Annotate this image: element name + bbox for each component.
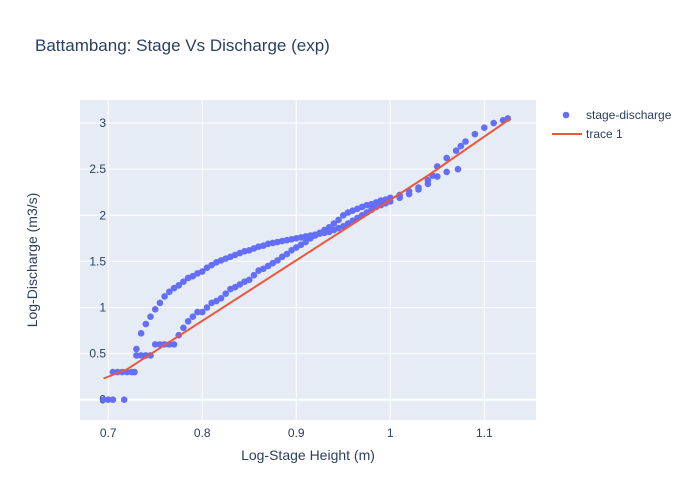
y-axis-title: Log-Discharge (m3/s) bbox=[24, 193, 40, 328]
x-tick-label: 0.9 bbox=[288, 426, 305, 440]
data-point bbox=[194, 308, 201, 316]
data-point bbox=[405, 190, 413, 198]
data-point bbox=[424, 180, 432, 188]
data-point bbox=[443, 154, 450, 162]
y-tick-label: 3 bbox=[99, 116, 106, 130]
legend-label-stage-discharge: stage-discharge bbox=[586, 108, 672, 122]
y-tick-label: 0.5 bbox=[89, 347, 106, 361]
y-tick-label: 1.5 bbox=[89, 254, 106, 268]
x-tick-label: 0.8 bbox=[194, 426, 211, 440]
x-tick-labels: 0.7 0.8 0.9 1 1.1 bbox=[100, 426, 493, 440]
data-point bbox=[137, 352, 145, 359]
data-point bbox=[245, 276, 253, 284]
data-point bbox=[198, 308, 206, 316]
x-tick-label: 1 bbox=[387, 426, 394, 440]
data-point bbox=[250, 271, 258, 279]
data-point bbox=[131, 368, 138, 376]
data-point bbox=[133, 352, 140, 359]
data-point bbox=[151, 306, 159, 313]
legend-item-stage-discharge[interactable]: stage-discharge bbox=[562, 108, 672, 122]
x-tick-label: 0.7 bbox=[100, 426, 117, 440]
data-point bbox=[170, 341, 178, 348]
legend[interactable]: stage-discharge trace 1 bbox=[552, 108, 672, 141]
data-point bbox=[462, 138, 469, 145]
data-point bbox=[283, 250, 291, 258]
chart-title: Battambang: Stage Vs Discharge (exp) bbox=[35, 36, 330, 55]
y-tick-label: 2.5 bbox=[89, 162, 106, 176]
data-point bbox=[156, 299, 164, 307]
data-marks bbox=[100, 115, 512, 404]
data-point bbox=[175, 282, 183, 289]
x-axis-title: Log-Stage Height (m) bbox=[241, 447, 375, 463]
data-point bbox=[443, 168, 450, 176]
data-point bbox=[180, 278, 187, 285]
data-point bbox=[189, 313, 197, 321]
data-point bbox=[217, 294, 225, 302]
data-point bbox=[100, 396, 107, 404]
data-point bbox=[490, 119, 497, 127]
grid-lines bbox=[80, 100, 536, 420]
data-point bbox=[151, 341, 159, 348]
data-point bbox=[396, 194, 403, 202]
data-point bbox=[415, 186, 422, 193]
data-point bbox=[180, 324, 187, 332]
data-point bbox=[137, 330, 145, 337]
data-point bbox=[133, 345, 140, 353]
data-point bbox=[161, 293, 168, 300]
data-point bbox=[120, 396, 128, 404]
x-tick-label: 1.1 bbox=[476, 426, 493, 440]
data-point bbox=[198, 268, 206, 275]
y-tick-label: 2 bbox=[99, 208, 106, 222]
data-point bbox=[104, 396, 112, 404]
data-point bbox=[480, 124, 488, 131]
data-point bbox=[166, 288, 173, 296]
data-point bbox=[147, 313, 154, 321]
data-point bbox=[454, 165, 462, 173]
data-point bbox=[433, 173, 441, 180]
fit-line bbox=[103, 117, 512, 380]
legend-item-trace-1[interactable]: trace 1 bbox=[552, 127, 623, 141]
data-point bbox=[142, 320, 150, 328]
data-point bbox=[302, 238, 309, 246]
data-point bbox=[471, 130, 479, 138]
data-point bbox=[274, 257, 281, 264]
y-tick-label: 1 bbox=[99, 300, 106, 314]
data-point bbox=[222, 290, 230, 297]
data-point bbox=[457, 142, 465, 150]
data-point bbox=[335, 216, 342, 224]
data-point bbox=[184, 318, 192, 325]
data-point bbox=[452, 147, 460, 155]
legend-label-trace-1: trace 1 bbox=[586, 127, 623, 141]
data-point bbox=[330, 220, 338, 227]
data-point bbox=[109, 396, 117, 404]
legend-marker-stage-discharge bbox=[562, 111, 570, 119]
data-point bbox=[203, 304, 211, 311]
